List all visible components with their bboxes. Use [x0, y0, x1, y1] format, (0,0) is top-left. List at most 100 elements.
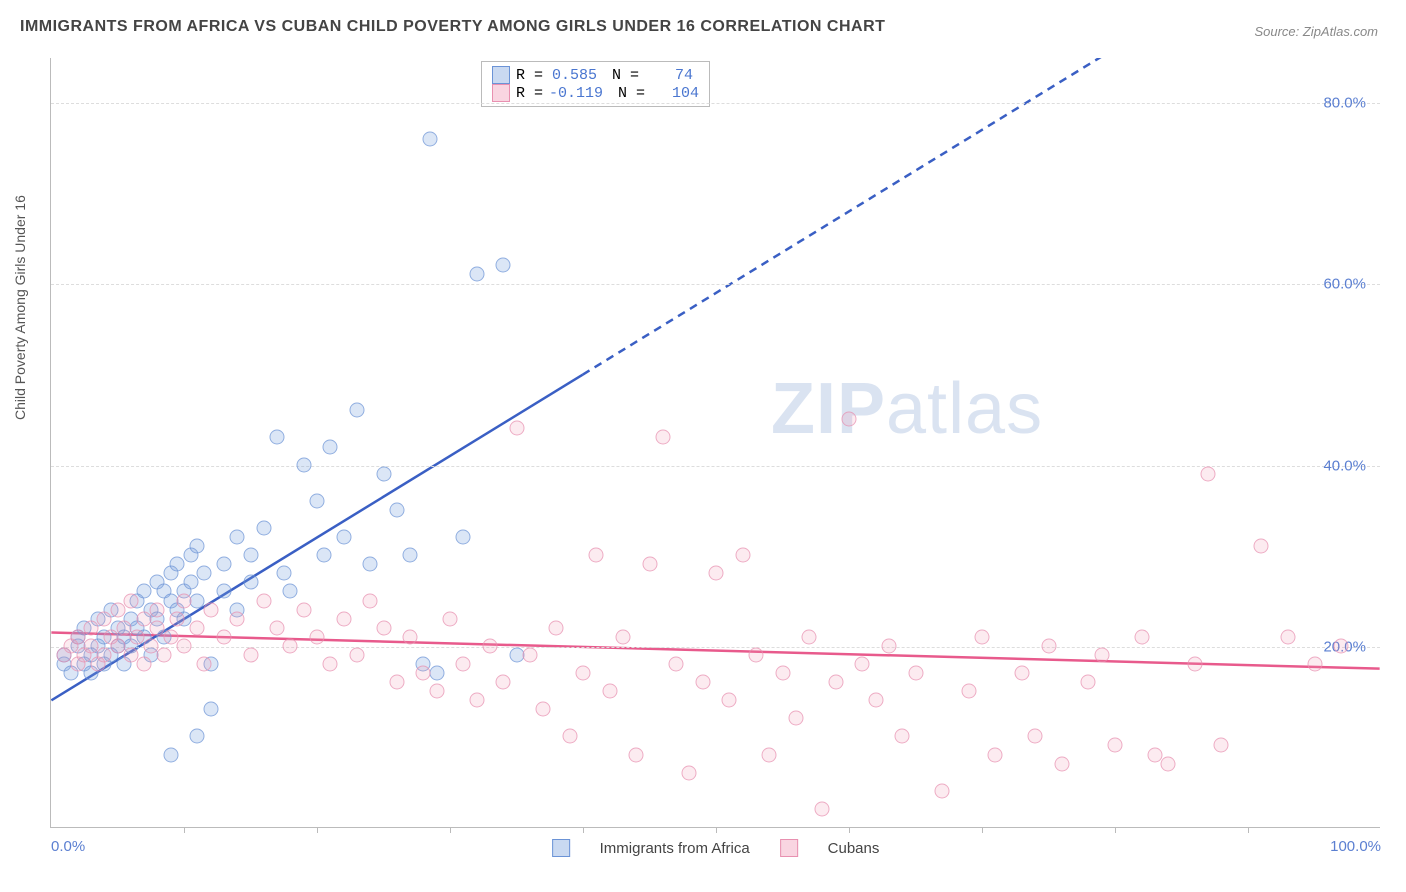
scatter-point-pink — [1054, 756, 1069, 771]
scatter-point-pink — [83, 620, 98, 635]
scatter-point-pink — [1014, 666, 1029, 681]
scatter-point-pink — [842, 412, 857, 427]
scatter-point-pink — [1214, 738, 1229, 753]
scatter-point-pink — [230, 611, 245, 626]
x-tick — [1115, 827, 1116, 833]
scatter-point-pink — [1307, 656, 1322, 671]
scatter-point-pink — [143, 638, 158, 653]
scatter-point-pink — [170, 611, 185, 626]
scatter-point-pink — [935, 783, 950, 798]
watermark: ZIPatlas — [771, 368, 1043, 450]
y-tick-label: 60.0% — [1323, 276, 1366, 293]
scatter-point-pink — [828, 675, 843, 690]
scatter-point-pink — [1187, 656, 1202, 671]
gridline-h — [51, 103, 1380, 104]
scatter-point-pink — [177, 638, 192, 653]
scatter-point-pink — [1041, 638, 1056, 653]
scatter-point-blue — [389, 502, 404, 517]
scatter-point-pink — [363, 593, 378, 608]
scatter-point-pink — [642, 557, 657, 572]
swatch-pink-icon — [492, 84, 510, 102]
plot-area: ZIPatlas R =0.585 N =74 R =-0.119 N =104… — [50, 58, 1380, 828]
scatter-point-blue — [170, 557, 185, 572]
scatter-point-pink — [1254, 539, 1269, 554]
scatter-point-pink — [562, 729, 577, 744]
swatch-blue-icon — [492, 66, 510, 84]
scatter-point-blue — [429, 666, 444, 681]
scatter-point-pink — [97, 611, 112, 626]
scatter-point-pink — [83, 638, 98, 653]
scatter-point-pink — [416, 666, 431, 681]
scatter-point-pink — [137, 611, 152, 626]
scatter-point-pink — [602, 684, 617, 699]
scatter-point-blue — [190, 729, 205, 744]
scatter-point-pink — [150, 602, 165, 617]
scatter-point-blue — [190, 593, 205, 608]
scatter-point-pink — [1134, 629, 1149, 644]
scatter-point-pink — [1081, 675, 1096, 690]
x-tick-label: 100.0% — [1330, 838, 1381, 855]
x-tick — [716, 827, 717, 833]
scatter-point-pink — [655, 430, 670, 445]
scatter-point-pink — [669, 656, 684, 671]
scatter-point-pink — [536, 702, 551, 717]
scatter-point-pink — [975, 629, 990, 644]
scatter-point-blue — [243, 548, 258, 563]
scatter-point-pink — [429, 684, 444, 699]
scatter-point-pink — [775, 666, 790, 681]
scatter-point-pink — [456, 656, 471, 671]
scatter-point-blue — [216, 557, 231, 572]
x-tick — [1248, 827, 1249, 833]
scatter-point-blue — [323, 439, 338, 454]
scatter-point-pink — [1147, 747, 1162, 762]
scatter-point-pink — [270, 620, 285, 635]
scatter-point-pink — [110, 638, 125, 653]
scatter-point-pink — [522, 647, 537, 662]
scatter-point-pink — [629, 747, 644, 762]
scatter-point-pink — [97, 647, 112, 662]
scatter-point-pink — [788, 711, 803, 726]
scatter-point-pink — [256, 593, 271, 608]
scatter-point-blue — [403, 548, 418, 563]
x-tick-label: 0.0% — [51, 838, 85, 855]
scatter-point-blue — [196, 566, 211, 581]
x-tick — [450, 827, 451, 833]
scatter-point-pink — [310, 629, 325, 644]
scatter-point-blue — [283, 584, 298, 599]
scatter-point-blue — [163, 747, 178, 762]
x-tick — [184, 827, 185, 833]
scatter-point-pink — [403, 629, 418, 644]
scatter-point-pink — [70, 629, 85, 644]
scatter-point-pink — [1028, 729, 1043, 744]
scatter-point-blue — [276, 566, 291, 581]
scatter-point-pink — [589, 548, 604, 563]
scatter-point-pink — [123, 647, 138, 662]
correlation-box: R =0.585 N =74 R =-0.119 N =104 — [481, 61, 710, 107]
scatter-point-pink — [283, 638, 298, 653]
chart-title: IMMIGRANTS FROM AFRICA VS CUBAN CHILD PO… — [20, 18, 885, 36]
scatter-point-pink — [709, 566, 724, 581]
scatter-point-pink — [349, 647, 364, 662]
scatter-point-blue — [469, 267, 484, 282]
scatter-point-pink — [961, 684, 976, 699]
scatter-point-blue — [296, 457, 311, 472]
scatter-point-pink — [190, 620, 205, 635]
legend-swatch-blue-icon — [552, 839, 570, 857]
scatter-point-pink — [682, 765, 697, 780]
scatter-point-blue — [256, 521, 271, 536]
scatter-point-blue — [456, 530, 471, 545]
scatter-point-pink — [762, 747, 777, 762]
scatter-point-pink — [137, 656, 152, 671]
scatter-point-pink — [881, 638, 896, 653]
scatter-point-pink — [748, 647, 763, 662]
scatter-point-pink — [615, 629, 630, 644]
scatter-point-pink — [988, 747, 1003, 762]
x-tick — [583, 827, 584, 833]
x-tick — [982, 827, 983, 833]
scatter-point-blue — [349, 403, 364, 418]
scatter-point-pink — [1108, 738, 1123, 753]
scatter-point-pink — [376, 620, 391, 635]
scatter-point-pink — [735, 548, 750, 563]
scatter-point-pink — [123, 593, 138, 608]
scatter-point-blue — [316, 548, 331, 563]
